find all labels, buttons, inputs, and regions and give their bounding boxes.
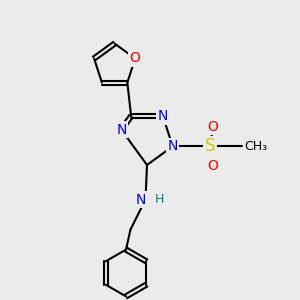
Text: O: O	[208, 120, 219, 134]
Text: O: O	[130, 52, 141, 65]
Text: S: S	[205, 137, 215, 155]
Text: N: N	[167, 139, 178, 153]
Text: N: N	[116, 123, 127, 137]
Text: H: H	[154, 193, 164, 206]
Text: N: N	[136, 193, 146, 206]
Text: CH₃: CH₃	[245, 140, 268, 153]
Text: N: N	[158, 109, 168, 123]
Text: O: O	[208, 159, 219, 173]
